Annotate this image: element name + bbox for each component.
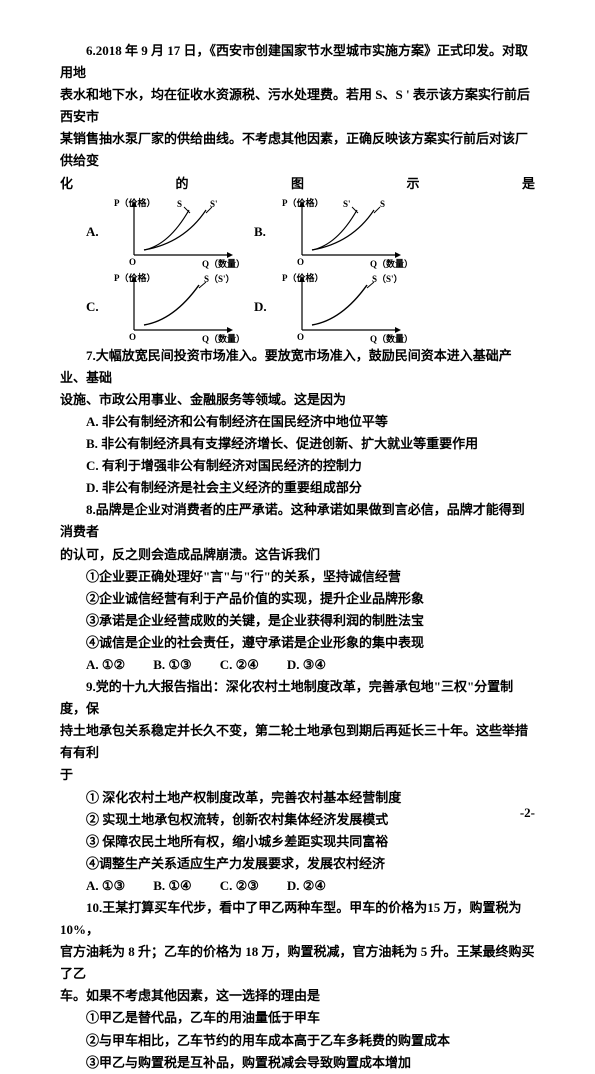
q6-option-a-label: A. xyxy=(86,221,104,243)
q8-sub-1: ①企业要正确处理好"言"与"行"的关系，坚持诚信经营 xyxy=(60,566,535,588)
q8-sub-2: ②企业诚信经营有利于产品价值的实现，提升企业品牌形象 xyxy=(60,588,535,610)
q9-choice-b: B. ①④ xyxy=(153,875,191,897)
q10-sub-3: ③甲乙与购置税是互补品，购置税减会导致购置成本增加 xyxy=(60,1052,535,1074)
q9-choice-d: D. ②④ xyxy=(287,875,326,897)
x-axis-label: Q（数量） xyxy=(202,258,244,269)
origin-label: O xyxy=(297,257,304,267)
q9-choice-a: A. ①③ xyxy=(86,875,125,897)
curve-sp-label: S' xyxy=(210,199,218,209)
q9-sub-2: ② 实现土地承包权流转，创新农村集体经济发展模式 xyxy=(60,809,535,831)
q6-stem-line3: 某销售抽水泵厂家的供给曲线。不考虑其他因素，正确反映该方案实行前后对该厂供给变 xyxy=(60,128,535,172)
x-axis-label: Q（数量） xyxy=(370,333,412,344)
q6-stem-spread: 化 的 图 示 是 xyxy=(60,173,535,195)
curve-ssp-label: S（S'） xyxy=(372,274,403,284)
q8-choices: A. ①② B. ①③ C. ②④ D. ③④ xyxy=(86,654,535,676)
q6-chart-row-1: A. P（价格） O Q（数量） S S' B. xyxy=(86,195,535,270)
q8-choice-d: D. ③④ xyxy=(287,654,326,676)
q8-sub-3: ③承诺是企业经营成败的关键，是企业获得利润的制胜法宝 xyxy=(60,610,535,632)
curve-ssp-label: S（S'） xyxy=(204,274,235,284)
q6-chart-c: P（价格） O Q（数量） S（S'） xyxy=(114,270,244,345)
page-number: -2- xyxy=(520,802,535,824)
y-axis-label: P（价格） xyxy=(114,197,156,208)
q9-choice-c: C. ②③ xyxy=(220,875,259,897)
q6-option-c-label: C. xyxy=(86,296,104,318)
q9-choices: A. ①③ B. ①④ C. ②③ D. ②④ xyxy=(86,875,535,897)
q8-stem-line2: 的认可，反之则会造成品牌崩溃。这告诉我们 xyxy=(60,544,535,566)
q6-chart-b: P（价格） O Q（数量） S' S xyxy=(282,195,412,270)
q6-chart-row-2: C. P（价格） O Q（数量） S（S'） D. P（价格 xyxy=(86,270,535,345)
q6-stem-line2: 表水和地下水，均在征收水资源税、污水处理费。若用 S、S ' 表示该方案实行前后… xyxy=(60,84,535,128)
exam-page: 6.2018 年 9 月 17 日，《西安市创建国家节水型城市实施方案》正式印发… xyxy=(0,0,595,842)
curve-s-label: S xyxy=(177,199,182,209)
q10-sub-1: ①甲乙是替代品，乙车的用油量低于甲车 xyxy=(60,1007,535,1029)
curve-sp-label: S' xyxy=(343,199,351,209)
q7-option-c: C. 有利于增强非公有制经济对国民经济的控制力 xyxy=(60,455,535,477)
origin-label: O xyxy=(129,257,136,267)
q6-chart-d: P（价格） O Q（数量） S（S'） xyxy=(282,270,412,345)
curve-s-label: S xyxy=(380,199,385,209)
origin-label: O xyxy=(297,332,304,342)
q9-stem-line2: 持土地承包关系稳定并长久不变，第二轮土地承包到期后再延长三十年。这些举措有有利 xyxy=(60,720,535,764)
q8-choice-a: A. ①② xyxy=(86,654,125,676)
origin-label: O xyxy=(129,332,136,342)
q10-sub-2: ②与甲车相比，乙车节约的用车成本高于乙车多耗费的购置成本 xyxy=(60,1030,535,1052)
q9-stem-line1: 9.党的十九大报告指出：深化农村土地制度改革，完善承包地"三权"分置制度，保 xyxy=(60,676,535,720)
q6-option-b-label: B. xyxy=(254,221,272,243)
q8-sub-4: ④诚信是企业的社会责任，遵守承诺是企业形象的集中表现 xyxy=(60,632,535,654)
q8-choice-c: C. ②④ xyxy=(220,654,259,676)
q10-stem-line2: 官方油耗为 8 升；乙车的价格为 18 万，购置税减，官方油耗为 5 升。王某最… xyxy=(60,941,535,985)
q9-sub-1: ① 深化农村土地产权制度改革，完善农村基本经营制度 xyxy=(60,787,535,809)
q7-stem-line1: 7.大幅放宽民间投资市场准入。要放宽市场准入，鼓励民间资本进入基础产业、基础 xyxy=(60,345,535,389)
q9-sub-4: ④调整生产关系适应生产力发展要求，发展农村经济 xyxy=(60,853,535,875)
y-axis-label: P（价格） xyxy=(114,272,156,283)
q7-stem-line2: 设施、市政公用事业、金融服务等领域。这是因为 xyxy=(60,389,535,411)
y-axis-label: P（价格） xyxy=(282,272,324,283)
q7-option-d: D. 非公有制经济是社会主义经济的重要组成部分 xyxy=(60,477,535,499)
q7-option-b: B. 非公有制经济具有支撑经济增长、促进创新、扩大就业等重要作用 xyxy=(60,433,535,455)
q6-stem-line1: 6.2018 年 9 月 17 日，《西安市创建国家节水型城市实施方案》正式印发… xyxy=(60,40,535,84)
q8-choice-b: B. ①③ xyxy=(153,654,191,676)
y-axis-label: P（价格） xyxy=(282,197,324,208)
q6-option-d-label: D. xyxy=(254,296,272,318)
q6-chart-a: P（价格） O Q（数量） S S' xyxy=(114,195,244,270)
q10-stem-line3: 车。如果不考虑其他因素，这一选择的理由是 xyxy=(60,985,535,1007)
x-axis-label: Q（数量） xyxy=(202,333,244,344)
x-axis-label: Q（数量） xyxy=(370,258,412,269)
q10-stem-line1: 10.王某打算买车代步，看中了甲乙两种车型。甲车的价格为15 万，购置税为 10… xyxy=(60,897,535,941)
q7-option-a: A. 非公有制经济和公有制经济在国民经济中地位平等 xyxy=(60,411,535,433)
q8-stem-line1: 8.品牌是企业对消费者的庄严承诺。这种承诺如果做到言必信，品牌才能得到消费者 xyxy=(60,499,535,543)
q9-stem-line3: 于 xyxy=(60,764,535,786)
